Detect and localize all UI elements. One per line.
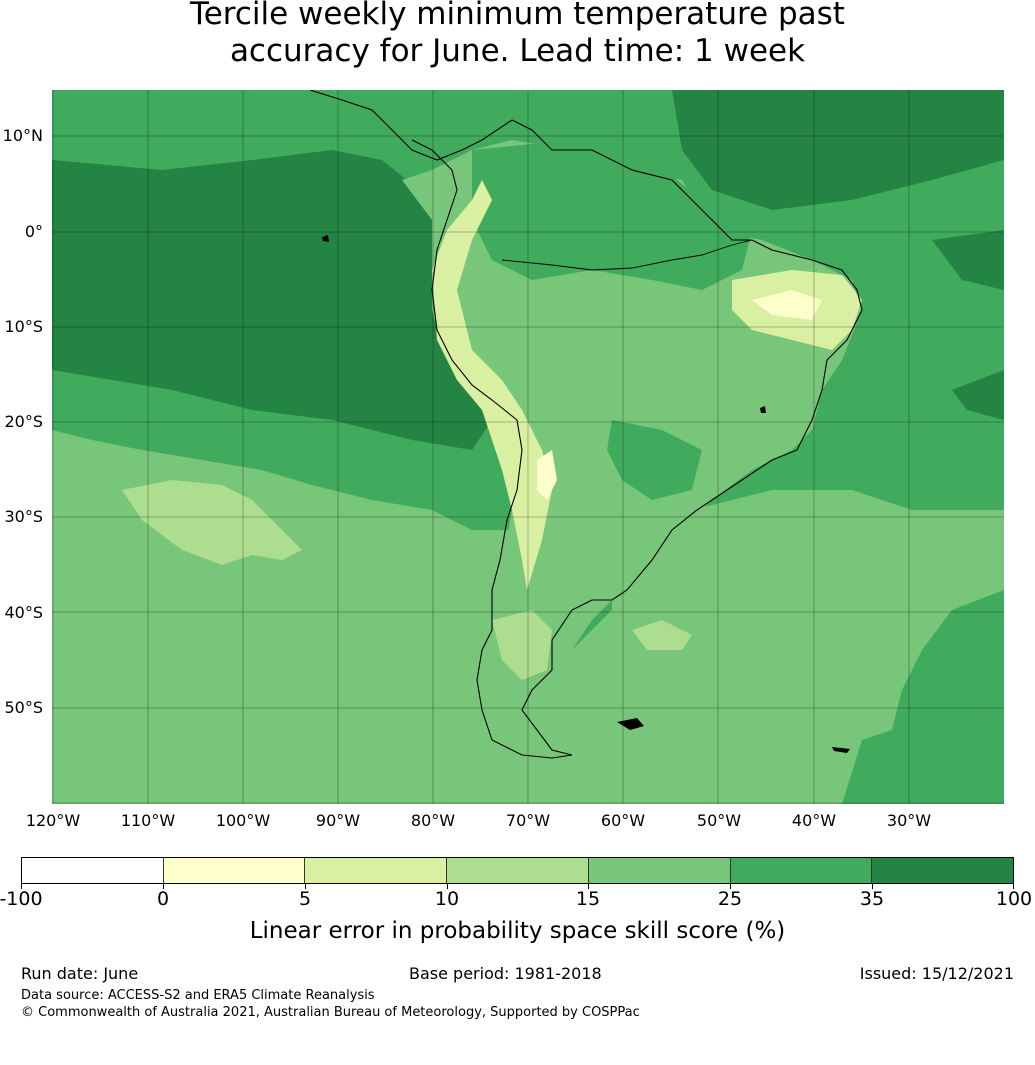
skill-region-south-atlantic-dark [952, 370, 1004, 420]
colorbar-tick [1013, 884, 1014, 889]
lat-label-10n: 10°N [2, 126, 43, 145]
skill-region-ne-brazil-core [752, 290, 822, 320]
lat-label-40s: 40°S [4, 603, 43, 622]
lat-label-30s: 30°S [4, 507, 43, 526]
skill-region-andes [432, 180, 552, 590]
data-source: Data source: ACCESS-S2 and ERA5 Climate … [21, 988, 375, 1003]
colorbar-bin-0 [22, 858, 164, 883]
colorbar-bin-5 [730, 858, 873, 883]
base-period: Base period: 1981-2018 [409, 964, 602, 983]
lon-label-100w: 100°W [215, 811, 271, 830]
lon-label-70w: 70°W [505, 811, 551, 830]
lat-label-50s: 50°S [4, 698, 43, 717]
colorbar-tick-label: 100 [995, 888, 1033, 910]
galapagos [322, 235, 329, 242]
colorbar-tick [872, 884, 873, 889]
colorbar-tick-label: -100 [0, 888, 43, 910]
colorbar-tick-label: 10 [434, 888, 460, 910]
colorbar-ticks [21, 884, 1014, 892]
colorbar [21, 857, 1014, 884]
skill-region-amazon [472, 140, 752, 290]
colorbar-label: Linear error in probability space skill … [249, 918, 786, 944]
coastline [309, 90, 863, 759]
lat-label-20s: 20°S [4, 412, 43, 431]
lon-label-80w: 80°W [410, 811, 456, 830]
skill-region-pacific-patch-1 [122, 480, 302, 565]
colorbar-tick-label: 15 [575, 888, 601, 910]
lon-label-50w: 50°W [696, 811, 742, 830]
map-title: Tercile weekly minimum temperature past … [0, 0, 1035, 70]
skill-region-high-andes [537, 450, 557, 500]
copyright: © Commonwealth of Australia 2021, Austra… [21, 1005, 640, 1020]
colorbar-bin-1 [163, 858, 306, 883]
skill-region-east-pacific [52, 150, 492, 450]
colorbar-bin-4 [588, 858, 731, 883]
colorbar-tick [163, 884, 164, 889]
lon-label-60w: 60°W [600, 811, 646, 830]
colorbar-tick-label: 0 [156, 888, 170, 910]
skill-region-pacific-patch-2 [492, 610, 552, 680]
run-date: Run date: June [21, 964, 139, 983]
colorbar-bin-6 [872, 858, 1014, 883]
fernando-island [760, 406, 766, 413]
colorbar-tick-label: 5 [298, 888, 312, 910]
colorbar-tick [21, 884, 22, 889]
title-line-1: Tercile weekly minimum temperature past [190, 0, 845, 32]
issued-date: Issued: 15/12/2021 [859, 964, 1014, 983]
skill-region-la-plata [607, 420, 702, 500]
lon-label-40w: 40°W [791, 811, 837, 830]
colorbar-tick-label: 35 [859, 888, 885, 910]
colorbar-tick [447, 884, 448, 889]
colorbar-bin-2 [305, 858, 448, 883]
lon-label-30w: 30°W [886, 811, 932, 830]
colorbar-tick [588, 884, 589, 889]
lon-label-90w: 90°W [315, 811, 361, 830]
graticule [52, 90, 1004, 804]
colorbar-bin-3 [447, 858, 589, 883]
colorbar-tick-label: 25 [717, 888, 743, 910]
skill-region-atlantic-patch [632, 620, 692, 650]
lon-label-120w: 120°W [25, 811, 81, 830]
skill-score-map [52, 90, 1004, 804]
colorbar-tick [730, 884, 731, 889]
falkland-islands [617, 718, 644, 730]
lat-label-10s: 10°S [4, 317, 43, 336]
title-line-2: accuracy for June. Lead time: 1 week [229, 33, 806, 69]
colorbar-tick [305, 884, 306, 889]
lat-label-0: 0° [24, 222, 43, 241]
skill-region-tropical-atlantic [932, 230, 1004, 290]
amazon-river [501, 239, 753, 271]
south-georgia [832, 747, 850, 753]
lon-label-110w: 110°W [120, 811, 176, 830]
skill-region-caribbean [672, 90, 1004, 210]
